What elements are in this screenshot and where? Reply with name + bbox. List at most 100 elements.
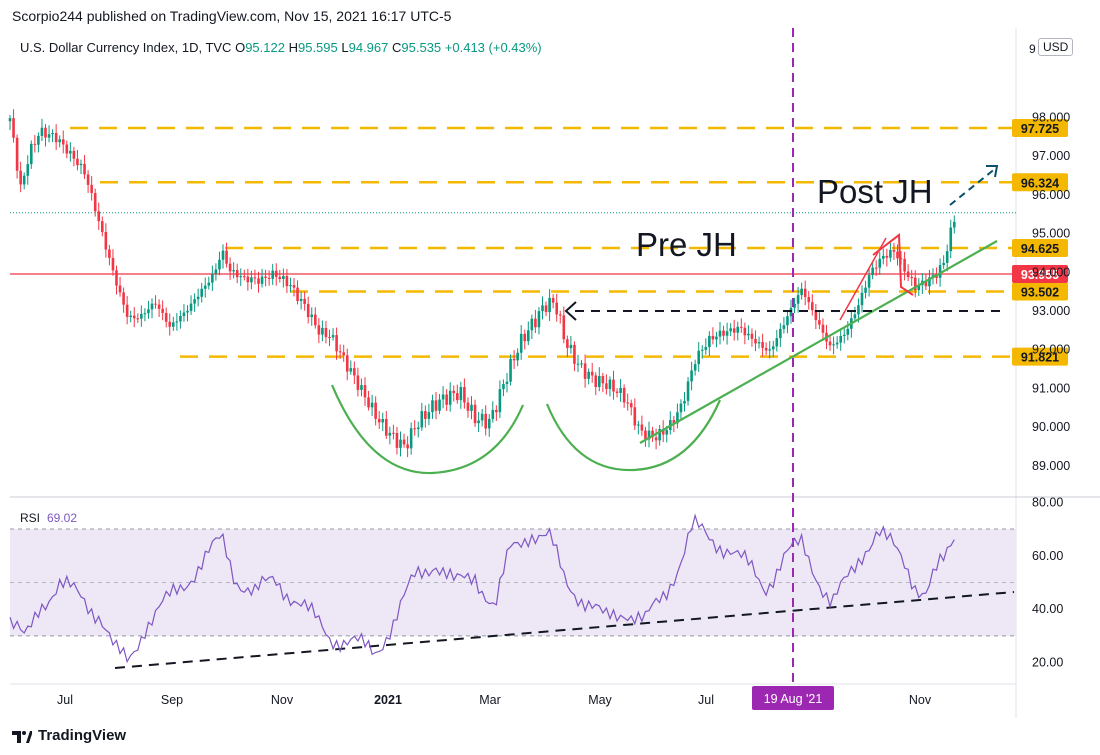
candle-body [19,170,22,185]
candle-body [225,250,228,264]
candle-body [285,275,289,287]
level-label-0: 97.725 [1021,122,1059,136]
price-top-fragment: 9 [1029,42,1036,56]
candle-body [803,288,807,298]
candle-body [580,363,583,365]
price-tick-2: 91.000 [1032,381,1070,395]
annotation-post-jh: Post JH [817,173,933,210]
candle-body [928,277,931,287]
candle-body [79,163,83,166]
candle-body [370,402,374,408]
candle-body [61,139,65,145]
candle-body [629,403,633,408]
neckline-arrow-icon [564,301,577,321]
candle-body [228,263,232,272]
price-tick-1: 90.000 [1032,420,1070,434]
candle-body [811,302,814,311]
candle-body [612,379,615,392]
high-value: 95.595 [297,40,338,55]
candle-body [431,400,434,413]
candle-body [601,376,605,384]
candle-body [605,383,608,390]
candle-body [757,342,761,344]
candle-body [136,318,140,320]
candle-body [193,299,196,304]
candle-body [576,363,580,365]
rsi-band [10,529,1016,636]
candle-body [239,276,243,278]
candle-body [740,326,743,328]
candle-body [438,399,441,411]
rsi-tick-0: 20.00 [1032,656,1063,670]
candle-body [551,297,555,303]
candle-body [182,312,186,317]
candle-body [257,278,260,284]
candle-body [562,315,566,340]
candle-body [86,174,90,185]
candle-body [935,275,938,278]
candle-body [821,324,825,333]
candle-body [743,327,747,336]
candle-body [651,430,654,438]
candle-body [58,139,61,143]
candle-body [328,337,331,339]
candle-body [846,328,850,335]
candle-body [903,258,906,272]
candle-body [619,387,622,393]
price-tick-3: 92.000 [1032,343,1070,357]
candle-body [292,285,296,288]
candle-body [374,402,377,419]
candle-body [179,316,182,322]
candle-body [441,394,445,400]
candle-body [832,344,835,346]
candle-body [448,390,452,405]
candle-body [793,303,796,308]
time-tick-7: Nov [909,693,932,707]
candle-body [420,411,424,428]
candle-body [168,321,172,327]
candle-body [282,275,285,280]
time-tick-2: Nov [271,693,294,707]
candle-body [189,303,193,311]
candle-body [260,276,264,284]
candle-body [381,418,385,423]
candle-body [324,327,328,338]
level-tag-0 [1012,118,1068,137]
candle-body [626,402,629,404]
candle-body [807,297,811,303]
candle-body [360,385,363,390]
candle-body [892,250,896,252]
candle-body [527,330,530,342]
candle-body [26,164,30,176]
cup-right-arc [545,399,722,472]
annotation-pre-jh: Pre JH [636,226,737,263]
candle-body [622,387,626,403]
candle-body [207,282,211,286]
candle-body [33,143,37,145]
candle-body [942,262,945,266]
candle-body [101,221,104,232]
candle-body [157,304,161,309]
level-tag-3 [1012,282,1068,301]
candle-body [424,411,427,419]
candle-body [516,352,519,361]
projection-arrow-icon [986,165,999,178]
candle-body [388,432,392,436]
candle-body [147,309,150,314]
candle-body [764,347,768,351]
time-highlight-label: 19 Aug '21 [764,692,823,706]
candle-body [502,384,505,390]
open-label: O [235,40,246,55]
flag-lines-upper [839,237,887,321]
candle-body [392,432,395,434]
candle-body [747,333,750,336]
candle-body [938,265,942,278]
publisher-line: Scorpio244 published on TradingView.com,… [12,8,452,24]
candle-body [676,412,679,424]
candle-body [456,393,459,401]
chart-canvas[interactable]: 97.725 96.324 94.625 93.502 91.821 93.955 89.… [0,0,1100,720]
current-price-label: 93.955 [1021,268,1059,282]
candle-body [523,333,527,342]
candle-body [232,270,235,272]
currency-button[interactable]: USD [1038,38,1074,56]
